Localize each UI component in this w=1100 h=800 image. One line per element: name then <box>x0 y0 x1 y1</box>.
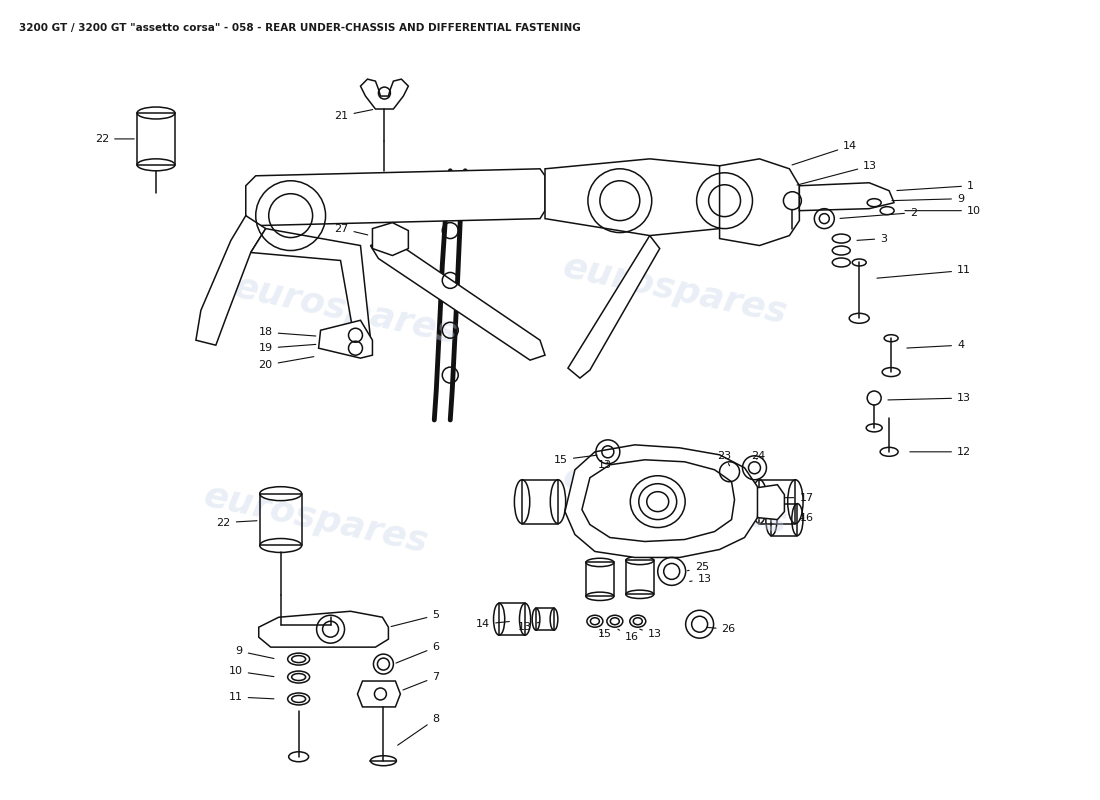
Polygon shape <box>719 159 800 246</box>
Text: 23: 23 <box>717 451 732 466</box>
Text: 16: 16 <box>800 513 813 522</box>
Text: eurospares: eurospares <box>560 459 791 540</box>
Text: 16: 16 <box>618 630 639 642</box>
Text: 5: 5 <box>392 610 439 626</box>
Text: 11: 11 <box>229 692 274 702</box>
Text: 18: 18 <box>258 327 316 338</box>
Bar <box>499 603 525 635</box>
Polygon shape <box>371 238 544 360</box>
Text: 22: 22 <box>95 134 134 144</box>
Text: 14: 14 <box>476 619 509 630</box>
Polygon shape <box>245 169 544 226</box>
Text: 22: 22 <box>217 518 257 527</box>
Polygon shape <box>358 681 400 707</box>
Text: 20: 20 <box>258 357 314 370</box>
Text: 11: 11 <box>877 266 971 278</box>
Polygon shape <box>582 460 735 542</box>
Text: 26: 26 <box>707 624 736 634</box>
Bar <box>586 562 614 596</box>
Text: 3: 3 <box>857 234 887 243</box>
Text: 13: 13 <box>518 622 539 632</box>
Text: 1: 1 <box>896 181 974 190</box>
Text: 8: 8 <box>398 714 439 746</box>
Polygon shape <box>565 445 759 558</box>
Text: 27: 27 <box>334 223 367 235</box>
Bar <box>759 480 795 523</box>
Text: 15: 15 <box>598 629 612 639</box>
Text: eurospares: eurospares <box>560 250 791 330</box>
Polygon shape <box>758 485 784 519</box>
Bar <box>138 113 175 165</box>
Text: 25: 25 <box>688 562 708 573</box>
Text: 9: 9 <box>892 194 964 204</box>
Text: 2: 2 <box>840 208 917 218</box>
Bar <box>626 561 653 594</box>
Bar <box>771 504 797 535</box>
Text: 19: 19 <box>258 343 316 353</box>
Text: 3200 GT / 3200 GT "assetto corsa" - 058 - REAR UNDER-CHASSIS AND DIFFERENTIAL FA: 3200 GT / 3200 GT "assetto corsa" - 058 … <box>20 23 581 34</box>
Bar <box>536 608 554 630</box>
Bar <box>522 480 558 523</box>
Bar <box>260 494 301 546</box>
Text: 13: 13 <box>798 161 877 185</box>
Text: 15: 15 <box>554 454 597 465</box>
Polygon shape <box>800 182 894 210</box>
Polygon shape <box>568 235 660 378</box>
Text: 12: 12 <box>910 447 971 457</box>
Text: 9: 9 <box>235 646 274 658</box>
Polygon shape <box>544 159 735 235</box>
Text: eurospares: eurospares <box>231 270 462 350</box>
Text: 17: 17 <box>785 493 814 502</box>
Text: 4: 4 <box>906 340 964 350</box>
Text: 21: 21 <box>334 110 373 121</box>
Text: 10: 10 <box>905 206 981 216</box>
Text: 14: 14 <box>792 141 857 165</box>
Polygon shape <box>319 320 373 358</box>
Text: 24: 24 <box>751 451 766 461</box>
Polygon shape <box>258 611 388 647</box>
Text: 13: 13 <box>640 629 662 639</box>
Text: 13: 13 <box>598 460 612 470</box>
Text: eurospares: eurospares <box>201 479 431 560</box>
Text: 13: 13 <box>888 393 971 403</box>
Text: 6: 6 <box>396 642 439 663</box>
Polygon shape <box>251 229 371 345</box>
Text: 7: 7 <box>403 672 439 690</box>
Text: 10: 10 <box>229 666 274 677</box>
Polygon shape <box>196 216 266 345</box>
Text: 13: 13 <box>690 574 712 584</box>
Polygon shape <box>373 222 408 255</box>
